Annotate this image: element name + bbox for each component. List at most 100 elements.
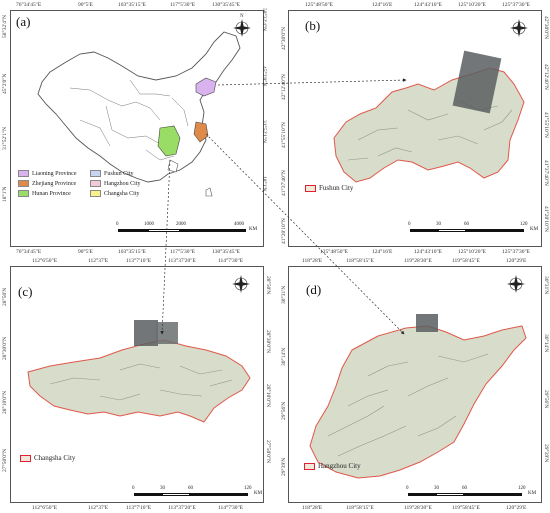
city-name: Changsha City	[34, 454, 76, 462]
d-bottom-tick: 118°58'15"E	[346, 505, 374, 511]
legend-label: Hunan Province	[32, 191, 71, 197]
scale-unit: KM	[528, 491, 537, 496]
b-top-tick: 124°43'10"E	[414, 2, 443, 8]
scale-bar-a: 0 1000 2000 4000 KM	[116, 222, 257, 236]
a-top-tick: 76°34'45"E	[16, 2, 42, 8]
legend-item: Changsha City	[90, 190, 140, 199]
panel-d-label: (d)	[306, 282, 322, 297]
city-legend-d: Hangzhou City	[304, 462, 361, 470]
scale-unit: KM	[254, 491, 263, 496]
legend-a: Liaoning Province Zhejiang Province Huna…	[18, 170, 158, 200]
legend-swatch	[18, 190, 29, 198]
scale-tick: 1000	[144, 222, 154, 227]
city-swatch	[20, 454, 31, 462]
a-bottom-tick: 117°5'30"E	[170, 249, 196, 255]
b-top-tick: 125°48'50"E	[305, 2, 334, 8]
b-top-tick: 124°16'E	[372, 2, 393, 8]
c-bottom-tick: 113°37'20"E	[168, 505, 196, 511]
a-bottom-tick: 130°35'45"E	[212, 249, 241, 255]
scale-bar-segment	[408, 493, 436, 496]
c-top-tick: 114°7'30"E	[218, 258, 244, 264]
scale-tick: 120	[244, 486, 252, 491]
a-top-tick: 130°35'45"E	[212, 2, 241, 8]
fushun-map	[333, 19, 528, 183]
b-bottom-tick: 124°43'10"E	[414, 249, 443, 255]
scale-tick: 0	[406, 486, 409, 491]
scale-unit: KM	[530, 227, 539, 232]
scale-tick: 0	[132, 486, 135, 491]
a-bottom-tick: 90°5'E	[78, 249, 93, 255]
scale-bar-segment	[162, 493, 190, 496]
scale-tick: 60	[464, 222, 469, 227]
d-top-tick: 118°58'15"E	[346, 258, 374, 264]
b-top-tick: 125°37'30"E	[502, 2, 531, 8]
scale-bar-c: 0 30 60 120 KM	[132, 486, 262, 500]
scale-tick: 120	[518, 486, 526, 491]
d-bottom-tick: 119°58'45"E	[452, 505, 480, 511]
scale-tick: 60	[462, 486, 467, 491]
scale-tick: 120	[520, 222, 528, 227]
legend-item: Hangzhou City	[90, 180, 141, 189]
city-name: Hangzhou City	[318, 462, 361, 470]
china-map	[37, 19, 251, 197]
panel-a-label: (a)	[16, 14, 31, 29]
legend-swatch	[90, 170, 101, 178]
scale-bar-segment	[190, 493, 248, 496]
legend-item: Liaoning Province	[18, 170, 77, 179]
d-top-tick: 120°29'E	[506, 258, 527, 264]
legend-swatch	[18, 170, 29, 178]
scale-bar-segment	[464, 493, 522, 496]
city-legend-b: Fushun City	[305, 184, 353, 192]
city-swatch	[305, 184, 316, 192]
legend-label: Liaoning Province	[32, 171, 77, 177]
c-bottom-tick: 112°6'50"E	[32, 505, 58, 511]
c-top-tick: 112°37'E	[88, 258, 109, 264]
scale-tick: 60	[188, 486, 193, 491]
scale-tick: 30	[434, 486, 439, 491]
scale-bar-segment	[410, 229, 438, 232]
scale-bar-segment	[118, 229, 148, 232]
legend-item: Fushun City	[90, 170, 134, 179]
arrow-to-fushun	[217, 78, 407, 86]
scale-bar-segment	[134, 493, 162, 496]
d-top-tick: 119°28'30"E	[404, 258, 432, 264]
a-top-tick: 117°5'30"E	[170, 2, 196, 8]
north-arrow-icon: N	[240, 14, 244, 19]
city-legend-c: Changsha City	[20, 454, 75, 462]
scale-tick: 30	[160, 486, 165, 491]
scale-bar-segment	[466, 229, 524, 232]
b-top-tick: 125°10'20"E	[458, 2, 487, 8]
legend-label: Fushun City	[104, 171, 134, 177]
legend-swatch	[90, 190, 101, 198]
d-bottom-tick: 119°28'30"E	[404, 505, 432, 511]
scale-tick: 30	[436, 222, 441, 227]
changsha-map	[27, 275, 251, 423]
scale-bar-b: 0 30 60 120 KM	[408, 222, 538, 236]
scale-bar-segment	[436, 493, 464, 496]
scale-bar-segment	[438, 229, 466, 232]
scale-tick: 0	[408, 222, 411, 227]
d-top-tick: 119°58'45"E	[452, 258, 480, 264]
a-bottom-tick: 76°34'45"E	[16, 249, 42, 255]
scale-bar-segment	[180, 229, 246, 232]
b-bottom-tick: 124°16'E	[372, 249, 393, 255]
a-top-tick: 103°35'15"E	[118, 2, 147, 8]
scale-bar-d: 0 30 60 120 KM	[406, 486, 536, 500]
legend-label: Hangzhou City	[104, 181, 141, 187]
arrow-to-hangzhou	[205, 133, 405, 335]
c-bottom-tick: 112°37'E	[88, 505, 109, 511]
legend-swatch	[90, 180, 101, 188]
panel-b-label: (b)	[305, 18, 321, 33]
scale-tick: 2000	[176, 222, 186, 227]
panel-c-label: (c)	[18, 284, 33, 299]
scale-tick: 4000	[234, 222, 244, 227]
b-bottom-tick: 125°10'20"E	[458, 249, 487, 255]
c-bottom-tick: 113°7'10"E	[126, 505, 152, 511]
a-bottom-tick: 103°35'15"E	[118, 249, 147, 255]
city-name: Fushun City	[319, 184, 354, 192]
legend-swatch	[18, 180, 29, 188]
legend-item: Hunan Province	[18, 190, 71, 199]
d-bottom-tick: 120°29'E	[506, 505, 527, 511]
arrow-to-changsha	[160, 159, 171, 335]
legend-label: Zhejiang Province	[32, 181, 77, 187]
